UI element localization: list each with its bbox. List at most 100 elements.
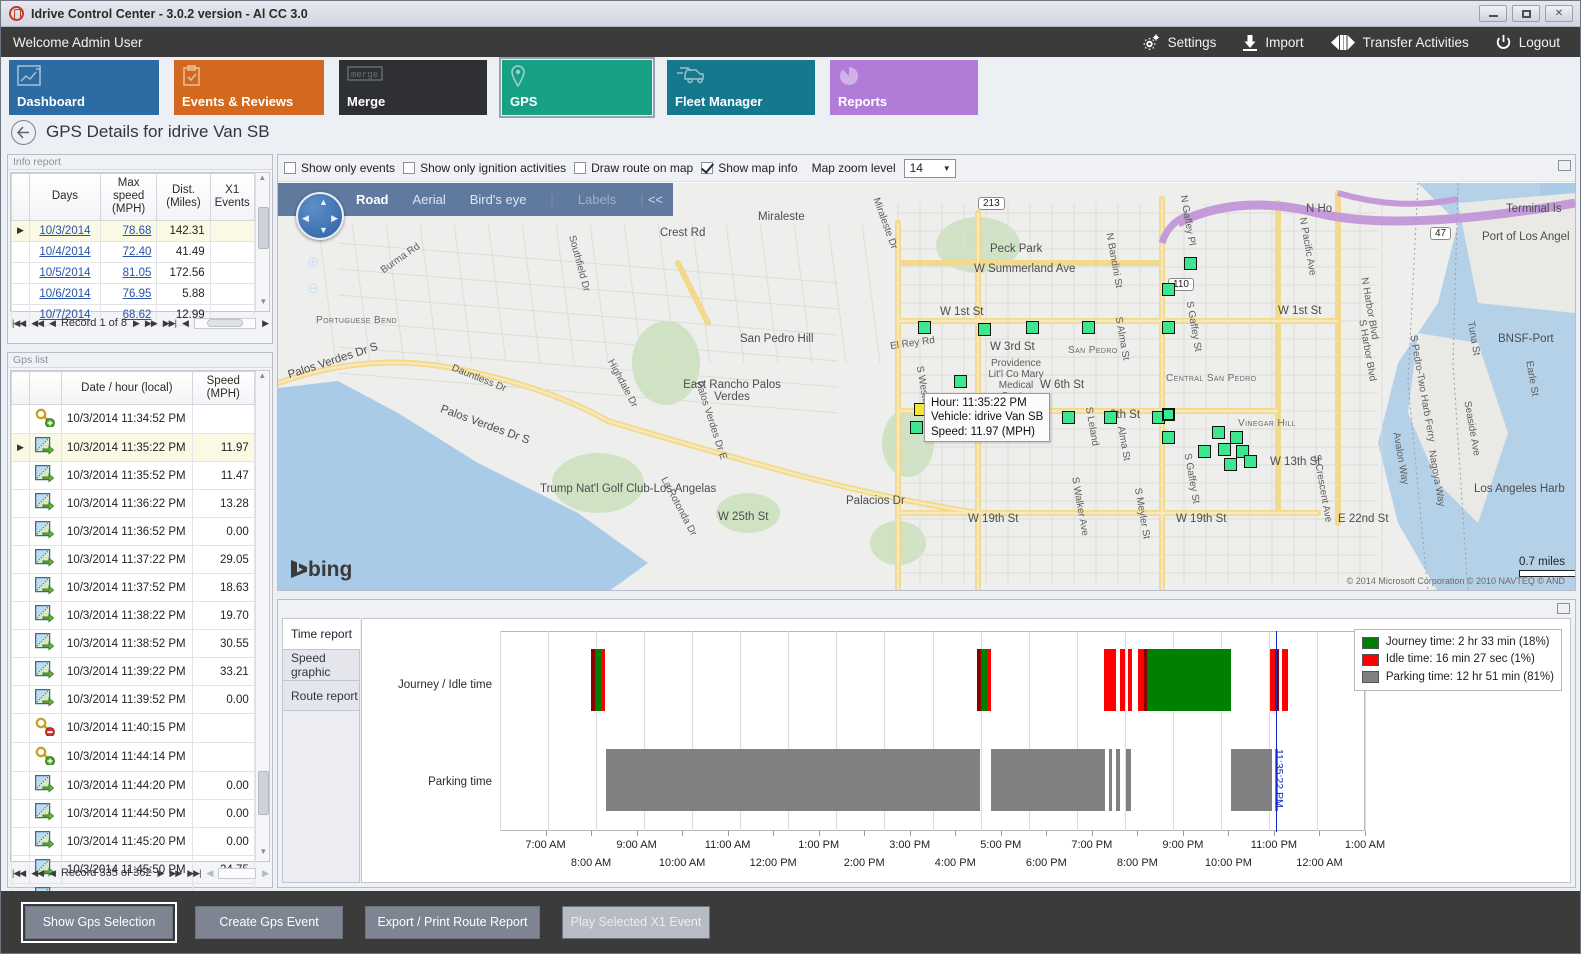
map-gps-marker[interactable]	[1244, 455, 1257, 468]
max-speed-link[interactable]: 72.40	[122, 245, 152, 258]
nav-prev-page-icon[interactable]: ◀◀	[31, 317, 44, 328]
table-row[interactable]: 10/3/2014 11:45:50 PM24.75	[11, 855, 255, 885]
checkbox-icon[interactable]	[574, 162, 587, 174]
nav-last-icon[interactable]: ▶▶|	[187, 867, 201, 878]
cell-day[interactable]: 10/7/2014	[28, 303, 101, 326]
max-speed-link[interactable]: 76.95	[122, 287, 152, 300]
map-gps-marker[interactable]	[1082, 321, 1095, 334]
table-row[interactable]: 10/3/2014 11:39:52 PM 0.00	[11, 685, 255, 715]
table-row[interactable]: 10/3/2014 11:38:22 PM 19.70	[11, 601, 255, 631]
table-row[interactable]: 10/4/2014 72.40 41.49	[11, 240, 255, 263]
show-gps-selection-button[interactable]: Show Gps Selection	[21, 901, 177, 943]
cell-max-speed[interactable]: 81.05	[99, 261, 158, 284]
table-row[interactable]: 10/3/2014 11:36:22 PM 13.28	[11, 489, 255, 519]
nav-next-page-icon[interactable]: ▶▶	[169, 867, 182, 878]
import-menu-item[interactable]: Import	[1242, 34, 1304, 51]
hscroll-right-icon[interactable]: ▶	[262, 867, 269, 878]
module-tile-fleet-manager[interactable]: Fleet Manager	[667, 60, 815, 115]
table-row[interactable]: ▶ 10/3/2014 78.68 142.31	[11, 219, 255, 242]
table-row[interactable]: 10/3/2014 11:36:52 PM 0.00	[11, 517, 255, 547]
table-row[interactable]: 10/6/2014 76.95 5.88	[11, 282, 255, 305]
map-gps-marker[interactable]	[1198, 445, 1211, 458]
cell-day[interactable]: 10/6/2014	[28, 282, 101, 305]
cell-day[interactable]: 10/3/2014	[28, 219, 101, 242]
map-canvas[interactable]: Road Aerial Bird's eye | Labels | << ▲ ▼…	[278, 183, 1575, 590]
nav-prev-icon[interactable]: ◀	[49, 317, 56, 328]
table-row[interactable]: 10/3/2014 11:38:52 PM 30.55	[11, 629, 255, 659]
checkbox-icon[interactable]	[701, 162, 714, 174]
checkbox-show-only-ignition[interactable]: Show only ignition activities	[403, 161, 566, 175]
map-gps-marker[interactable]	[954, 375, 967, 388]
table-row[interactable]: 10/3/2014 11:44:14 PM	[11, 742, 255, 773]
map-gps-marker[interactable]	[1212, 426, 1225, 439]
hscroll-left-icon[interactable]: ◀	[181, 317, 189, 328]
col-x1-events[interactable]: X1 Events	[209, 173, 255, 221]
col-max-speed[interactable]: Max speed (MPH)	[99, 173, 158, 221]
module-tile-events-reviews[interactable]: Events & Reviews	[174, 60, 324, 115]
map-gps-marker[interactable]	[1162, 431, 1175, 444]
play-selected-x1-event-button[interactable]: Play Selected X1 Event	[562, 905, 710, 939]
cell-day[interactable]: 10/5/2014	[28, 261, 101, 284]
map-gps-marker[interactable]	[1104, 411, 1117, 424]
table-row[interactable]: 10/3/2014 11:37:52 PM 18.63	[11, 573, 255, 603]
nav-next-icon[interactable]: ▶	[157, 867, 164, 878]
col-dist[interactable]: Dist. (Miles)	[156, 173, 211, 221]
nav-prev-icon[interactable]: ◀	[49, 867, 56, 878]
map-gps-marker[interactable]	[1236, 445, 1249, 458]
back-button[interactable]	[11, 119, 36, 145]
pan-up-icon[interactable]: ▲	[319, 197, 328, 207]
max-speed-link[interactable]: 81.05	[122, 266, 152, 279]
cell-max-speed[interactable]: 72.40	[99, 240, 158, 263]
create-gps-event-button[interactable]: Create Gps Event	[195, 905, 343, 939]
table-row[interactable]: 10/3/2014 11:44:20 PM 0.00	[11, 771, 255, 801]
settings-menu-item[interactable]: Settings	[1142, 33, 1216, 51]
pan-left-icon[interactable]: ◀	[302, 213, 309, 223]
col-date-hour[interactable]: Date / hour (local)	[60, 370, 193, 406]
gps-list-vertical-scrollbar[interactable]: ▲ ▼	[254, 371, 269, 861]
table-row[interactable]: 10/3/2014 11:34:52 PM	[11, 404, 255, 435]
pan-right-icon[interactable]: ▶	[331, 213, 338, 223]
hscroll-thumb[interactable]	[206, 319, 243, 327]
minimize-button[interactable]	[1479, 5, 1507, 22]
cell-max-speed[interactable]: 76.95	[99, 282, 158, 305]
info-report-horizontal-scrollbar[interactable]	[193, 317, 257, 329]
table-row[interactable]: 10/3/2014 11:39:22 PM 33.21	[11, 657, 255, 687]
map-gps-marker[interactable]	[978, 323, 991, 336]
max-speed-link[interactable]: 78.68	[122, 224, 152, 237]
map-gps-marker[interactable]	[1062, 411, 1075, 424]
nav-prev-page-icon[interactable]: ◀◀	[31, 867, 44, 878]
transfer-activities-menu-item[interactable]: Transfer Activities	[1330, 34, 1469, 51]
map-gps-marker[interactable]	[910, 421, 923, 434]
scroll-up-icon[interactable]: ▲	[258, 371, 267, 380]
logout-menu-item[interactable]: Logout	[1495, 34, 1560, 51]
close-button[interactable]: ✕	[1545, 5, 1573, 22]
table-row[interactable]: 10/3/2014 11:35:52 PM 11.47	[11, 461, 255, 491]
hscroll-right-icon[interactable]: ▶	[262, 317, 269, 328]
nav-next-page-icon[interactable]: ▶▶	[144, 317, 158, 328]
cell-day[interactable]: 10/4/2014	[28, 240, 101, 263]
info-report-vertical-scrollbar[interactable]: ▲ ▼	[254, 173, 269, 311]
scroll-down-icon[interactable]: ▼	[259, 847, 268, 856]
gps-list-horizontal-scrollbar[interactable]	[218, 867, 257, 879]
map-panel-restore-button[interactable]	[1558, 160, 1571, 171]
table-row[interactable]: 10/3/2014 11:40:15 PM	[11, 713, 255, 744]
map-style-birds-eye[interactable]: Bird's eye	[469, 192, 527, 207]
table-row[interactable]: 10/5/2014 81.05 172.56	[11, 261, 255, 284]
map-zoom-level-select[interactable]: 14 ▼	[903, 158, 956, 178]
map-style-labels[interactable]: Labels	[577, 192, 617, 207]
table-row[interactable]: 10/3/2014 11:37:22 PM 29.05	[11, 545, 255, 575]
map-pan-control[interactable]: ▲ ▼ ◀ ▶	[296, 192, 344, 240]
module-tile-gps[interactable]: GPS	[499, 57, 655, 118]
tab-speed-graphic[interactable]: Speed graphic	[282, 649, 360, 680]
scroll-thumb[interactable]	[257, 207, 269, 249]
nav-next-icon[interactable]: ▶	[133, 317, 140, 328]
nav-last-icon[interactable]: ▶▶|	[162, 317, 177, 328]
map-gps-marker[interactable]	[1224, 458, 1237, 471]
col-days[interactable]: Days	[28, 173, 101, 221]
map-gps-marker[interactable]	[1218, 443, 1231, 456]
day-link[interactable]: 10/7/2014	[39, 308, 91, 321]
day-link[interactable]: 10/4/2014	[39, 245, 91, 258]
map-style-aerial[interactable]: Aerial	[412, 192, 446, 207]
nav-first-icon[interactable]: |◀◀	[12, 317, 26, 328]
scroll-up-icon[interactable]: ▲	[258, 173, 267, 182]
